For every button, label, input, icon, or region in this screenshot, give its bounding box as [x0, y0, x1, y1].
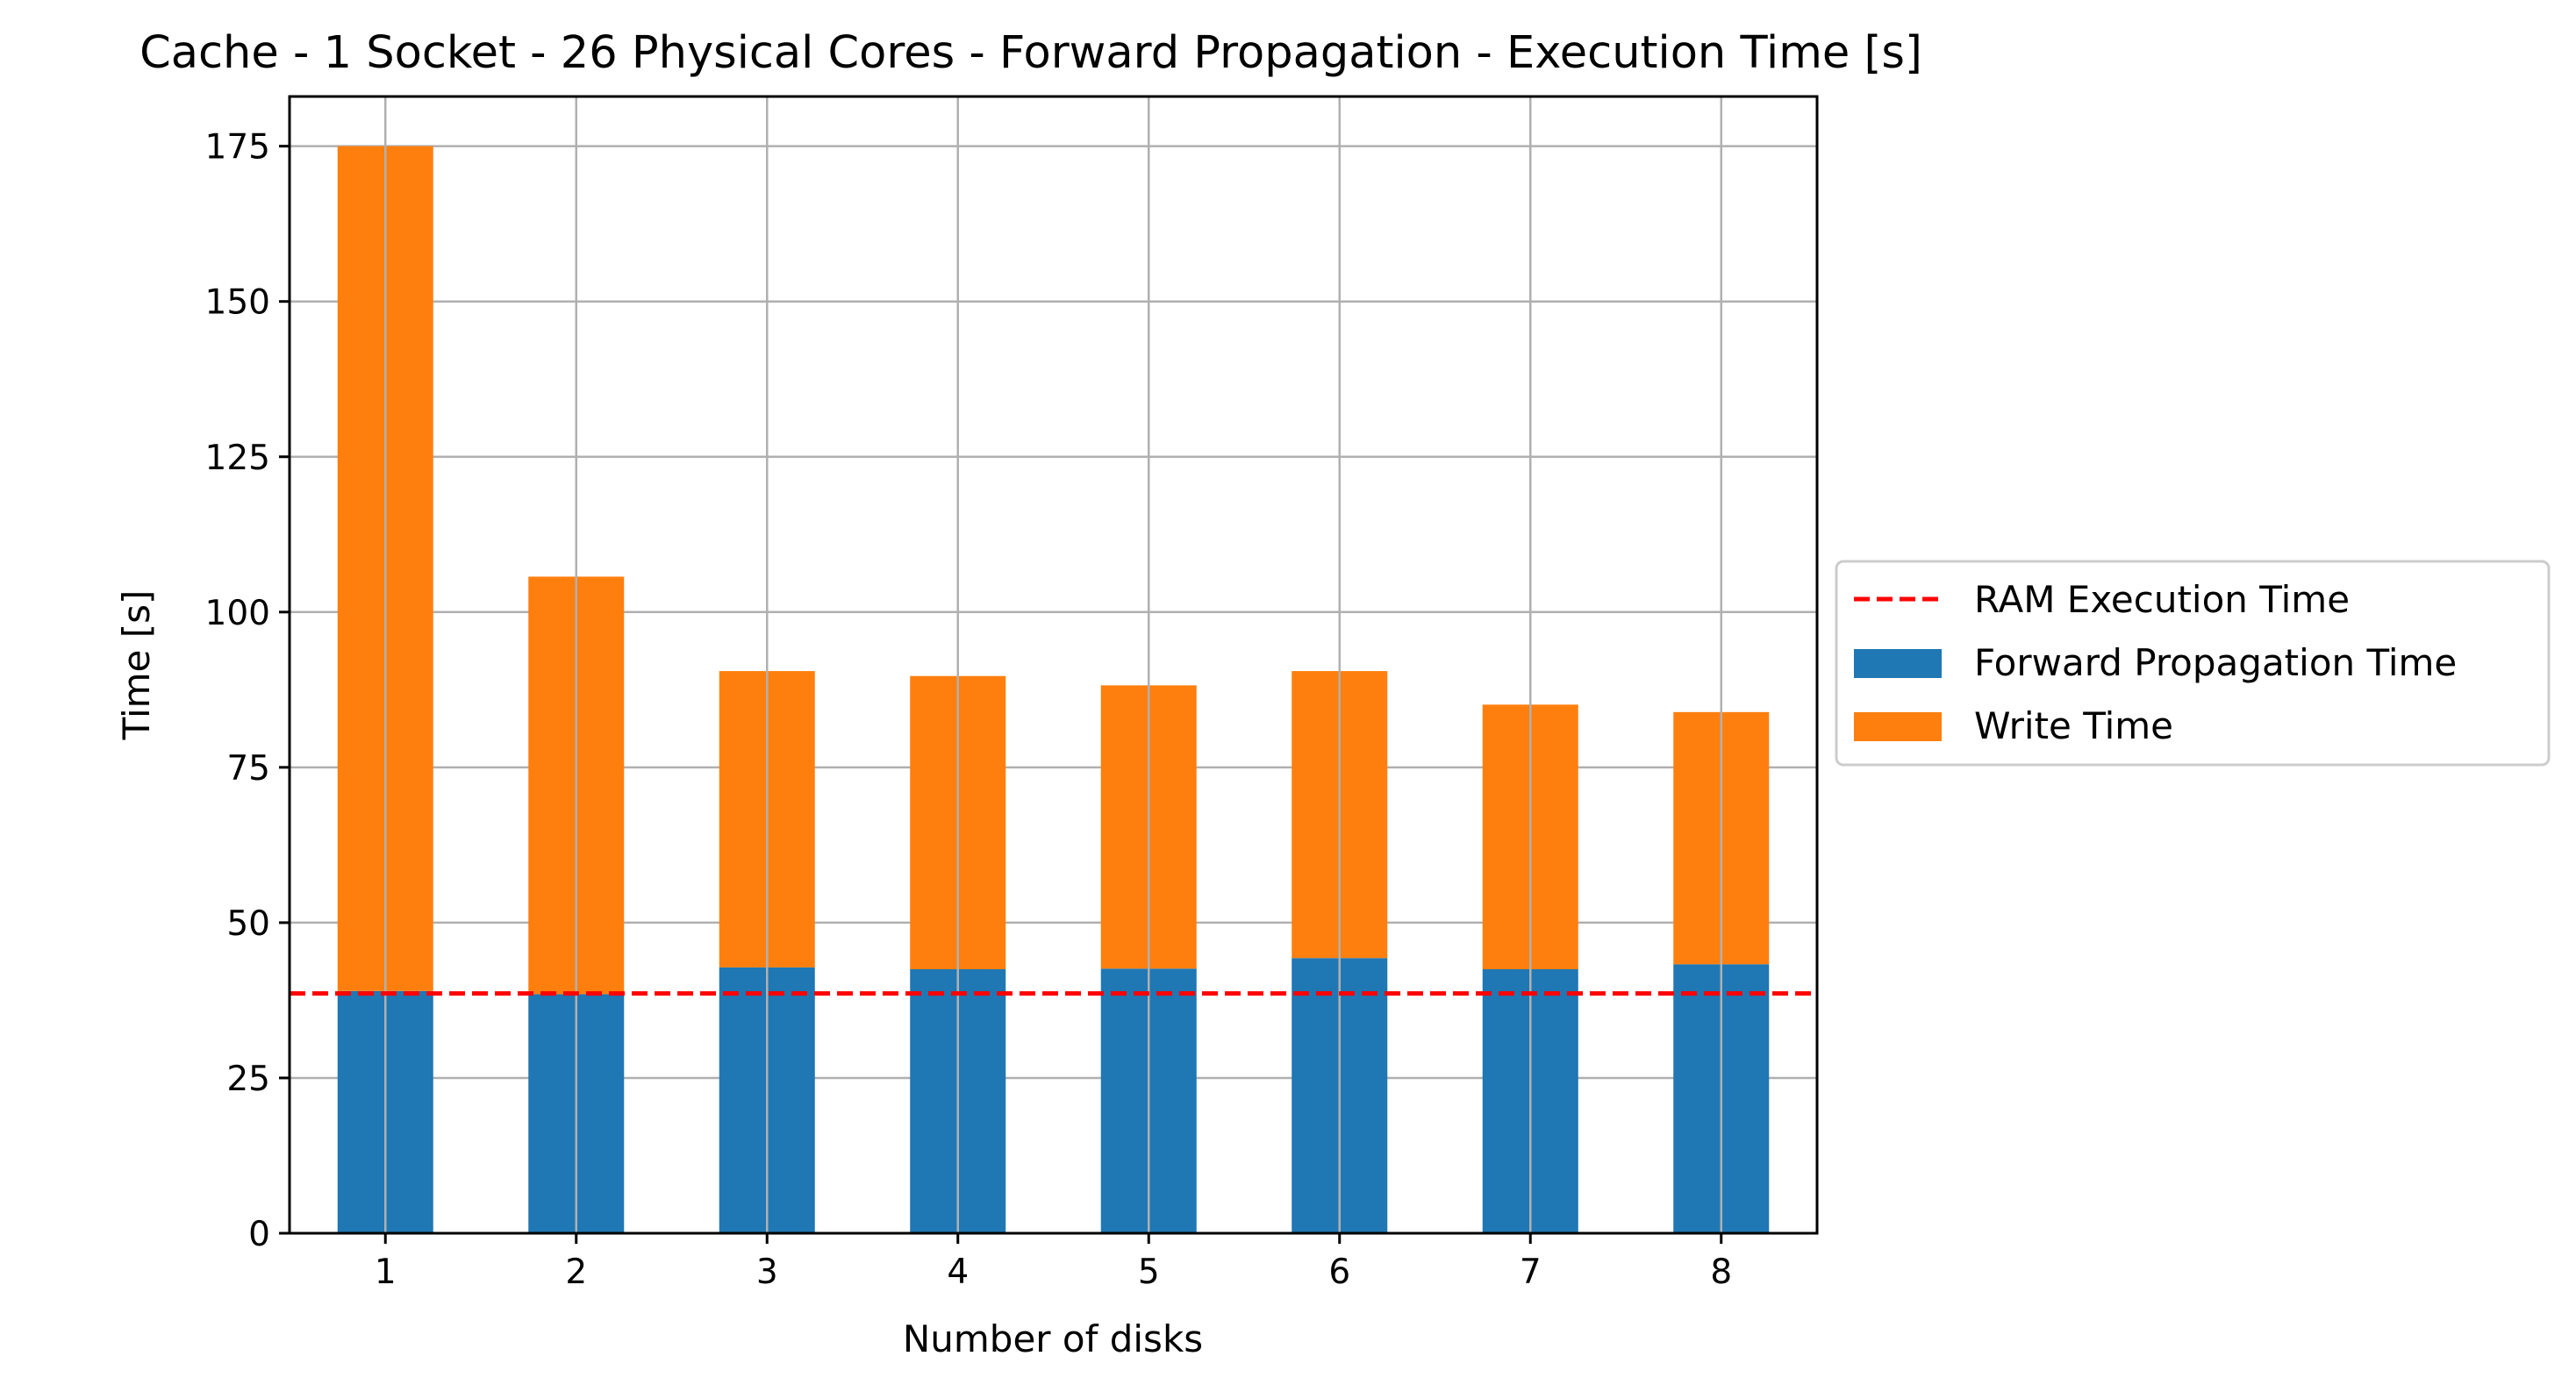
y-tick-label: 125	[205, 439, 270, 478]
y-tick-label: 175	[205, 128, 270, 168]
x-tick-label: 1	[375, 1253, 397, 1292]
x-axis-ticks: 1 2 3 4 5 6 7 8	[375, 1233, 1732, 1292]
legend-label-write-time: Write Time	[1974, 704, 2173, 747]
legend-frame	[1835, 560, 2551, 767]
x-tick-label: 4	[947, 1253, 969, 1292]
y-tick-label: 150	[205, 283, 270, 323]
y-axis-ticks: 0 25 50 75 100 125 150 175	[205, 128, 290, 1254]
x-tick-label: 7	[1520, 1253, 1542, 1292]
y-tick-label: 50	[226, 904, 270, 944]
y-tick-label: 25	[226, 1060, 270, 1099]
x-tick-label: 2	[565, 1253, 587, 1292]
plot-frame	[288, 95, 1819, 1235]
y-axis-label: Time [s]	[115, 590, 158, 741]
x-tick-label: 6	[1328, 1253, 1350, 1292]
x-tick-label: 5	[1138, 1253, 1160, 1292]
y-tick-label: 75	[226, 749, 270, 789]
legend: RAM Execution Time Forward Propagation T…	[1835, 560, 2551, 767]
x-tick-label: 3	[756, 1253, 778, 1292]
legend-label-ram-execution-time: RAM Execution Time	[1974, 578, 2350, 621]
x-grid-lines	[384, 96, 1722, 1233]
legend-label-forward-propagation-time: Forward Propagation Time	[1974, 641, 2457, 684]
chart-title: Cache - 1 Socket - 26 Physical Cores - F…	[140, 27, 1922, 79]
y-tick-label: 0	[248, 1215, 270, 1254]
legend-swatch-forward-propagation-time	[1854, 649, 1942, 678]
y-tick-label: 100	[205, 594, 270, 633]
x-tick-label: 8	[1710, 1253, 1732, 1292]
x-axis-label: Number of disks	[903, 1317, 1203, 1360]
legend-swatch-write-time	[1854, 712, 1942, 741]
